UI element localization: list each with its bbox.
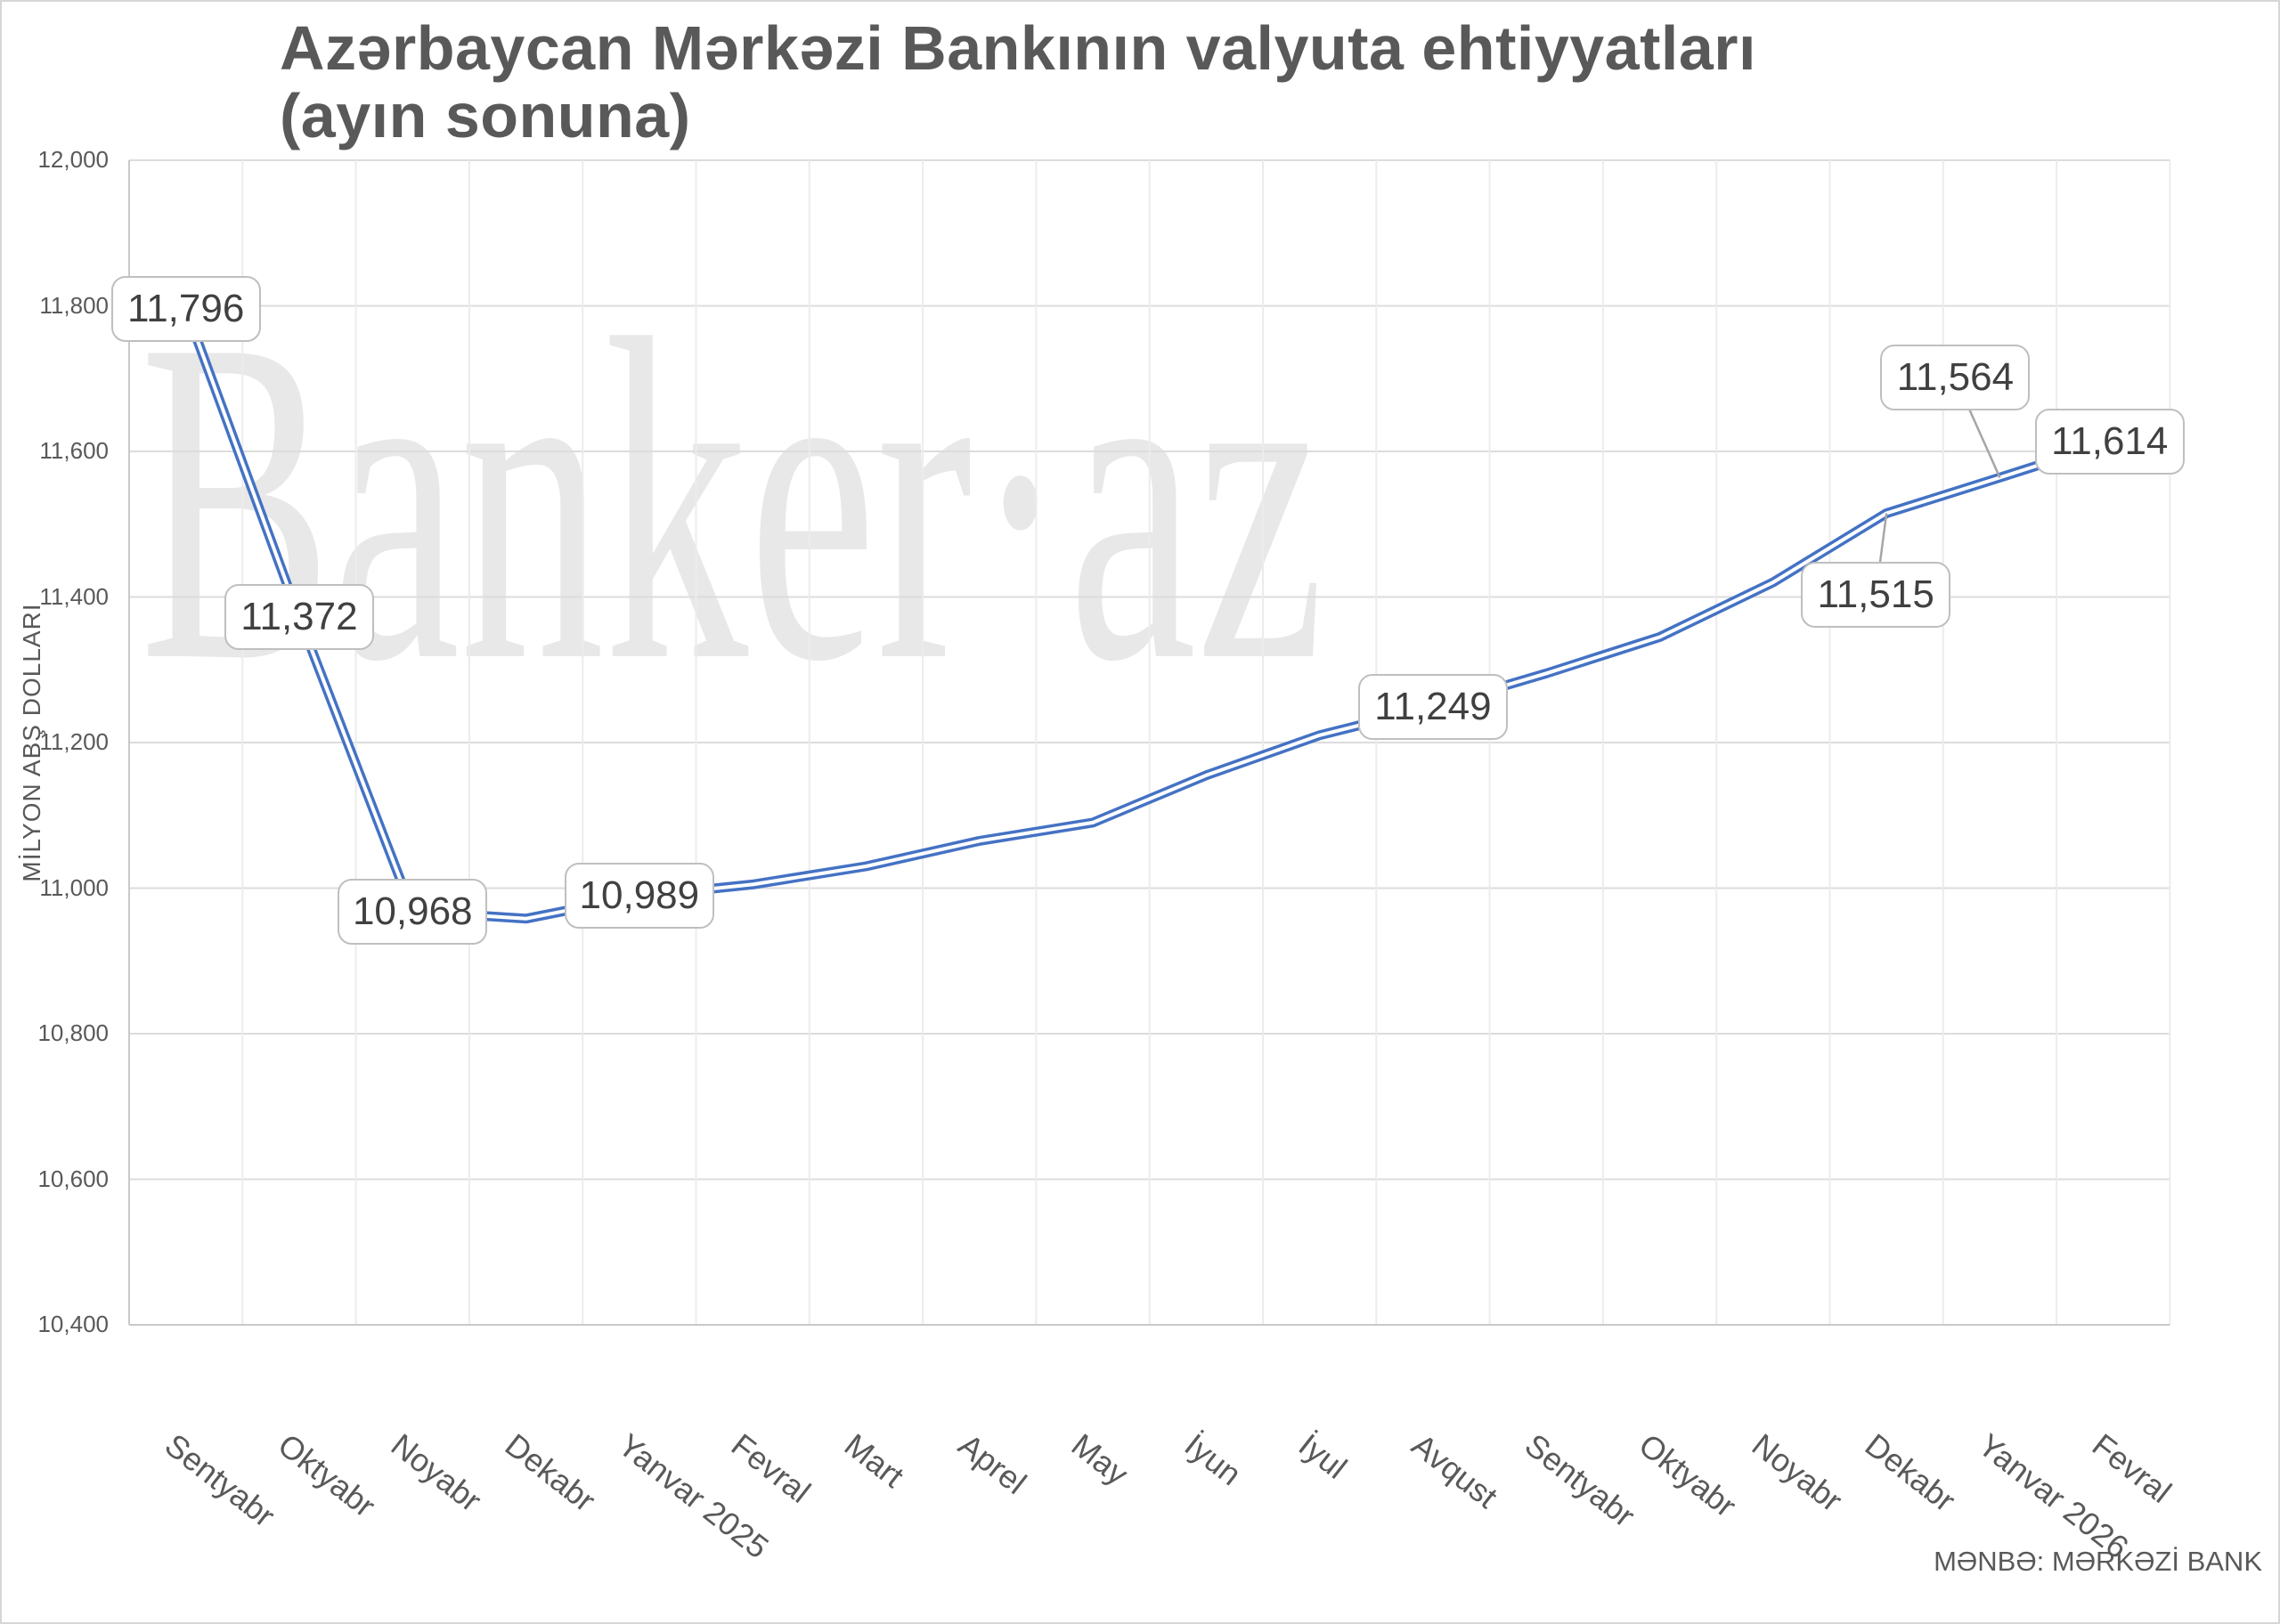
series-group bbox=[181, 304, 2119, 924]
chart-title-line2: (ayın sonuna) bbox=[280, 81, 691, 151]
y-tick-label: 11,000 bbox=[39, 873, 109, 901]
data-label-text: 11,614 bbox=[2051, 418, 2169, 463]
data-label-text: 11,249 bbox=[1374, 684, 1492, 728]
y-tick-label: 12,000 bbox=[37, 146, 109, 173]
chart-title-line1: Azərbaycan Mərkəzi Bankının valyuta ehti… bbox=[280, 13, 1756, 83]
data-label-text: 11,515 bbox=[1817, 572, 1934, 617]
data-label-text: 11,796 bbox=[126, 286, 245, 330]
data-label-text: 11,564 bbox=[1896, 355, 2015, 400]
source-note: MƏNBƏ: MƏRKƏZİ BANK bbox=[1934, 1546, 2262, 1577]
data-label-callout: 11,564 bbox=[1880, 345, 2031, 411]
y-tick-label: 11,600 bbox=[39, 437, 109, 464]
data-label-callout: 11,515 bbox=[1801, 562, 1951, 629]
data-label-callout: 10,968 bbox=[338, 878, 488, 945]
data-label-callout: 11,614 bbox=[2034, 408, 2185, 475]
data-label-callout: 10,989 bbox=[564, 863, 714, 930]
y-tick-label: 10,800 bbox=[37, 1019, 109, 1046]
data-label-text: 10,989 bbox=[579, 873, 700, 918]
y-tick-label: 11,800 bbox=[39, 291, 109, 319]
data-label-callout: 11,249 bbox=[1357, 673, 1508, 740]
data-label-text: 11,372 bbox=[240, 595, 358, 639]
watermark: Banker·az bbox=[140, 245, 1324, 757]
y-tick-label: 10,400 bbox=[37, 1311, 109, 1337]
chart-title: Azərbaycan Mərkəzi Bankının valyuta ehti… bbox=[280, 14, 1756, 150]
vertical-gridlines bbox=[128, 160, 2171, 1325]
y-tick-label: 10,600 bbox=[37, 1165, 109, 1192]
axis-lines bbox=[128, 160, 2170, 1326]
data-label-text: 10,968 bbox=[352, 889, 473, 933]
y-tick-label: 11,200 bbox=[39, 728, 109, 755]
data-label-callout: 11,372 bbox=[224, 584, 374, 651]
series-line-core bbox=[183, 306, 2115, 921]
y-tick-label: 11,400 bbox=[39, 582, 109, 610]
data-label-callout: 11,796 bbox=[110, 275, 261, 342]
